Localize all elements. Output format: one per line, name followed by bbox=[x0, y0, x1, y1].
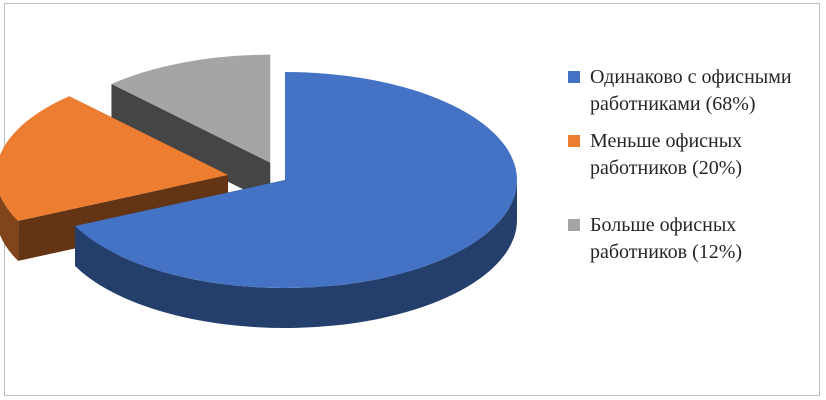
legend-label-same: Одинаково с офисными работниками (68%) bbox=[590, 66, 792, 115]
legend-item-less: Меньше офисных работников (20%) bbox=[568, 128, 816, 182]
pie-slice-same bbox=[75, 72, 517, 328]
legend-swatch-less bbox=[568, 135, 580, 147]
legend-item-more: Больше офисных работников (12%) bbox=[568, 212, 816, 266]
legend: Одинаково с офисными работниками (68%) М… bbox=[568, 64, 816, 266]
pie-slice-more bbox=[111, 54, 271, 203]
legend-label-more: Больше офисных работников (12%) bbox=[590, 214, 743, 263]
legend-swatch-more bbox=[568, 219, 580, 231]
legend-item-same: Одинаково с офисными работниками (68%) bbox=[568, 64, 816, 118]
legend-label-less: Меньше офисных работников (20%) bbox=[590, 130, 743, 179]
legend-swatch-same bbox=[568, 71, 580, 83]
